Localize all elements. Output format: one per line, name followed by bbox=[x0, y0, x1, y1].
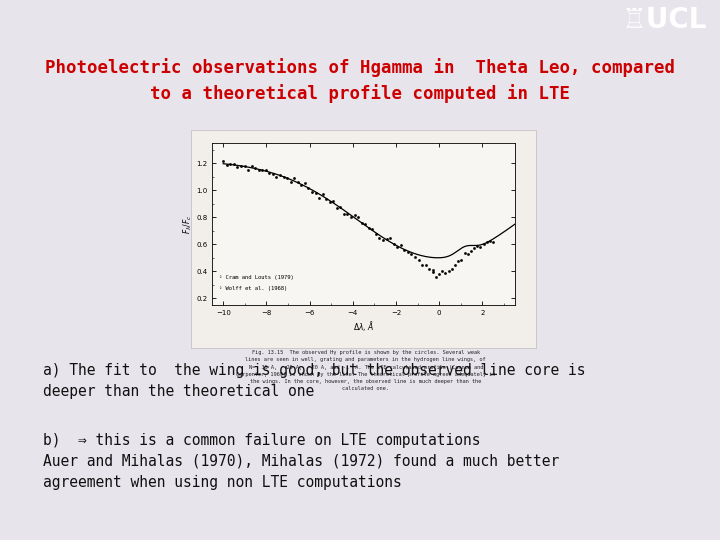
Text: a) The fit to  the wing is good, but the observed line core is
deeper than the t: a) The fit to the wing is good, but the … bbox=[43, 363, 585, 399]
X-axis label: $\Delta\lambda$, $\AA$: $\Delta\lambda$, $\AA$ bbox=[353, 319, 374, 333]
Y-axis label: $F_{\lambda}/F_c$: $F_{\lambda}/F_c$ bbox=[181, 214, 194, 234]
Text: ◦ Cram and Louts (1979): ◦ Cram and Louts (1979) bbox=[219, 275, 294, 280]
Text: Fig. 13.15  The observed Hγ profile is shown by the circles. Several weak
lines : Fig. 13.15 The observed Hγ profile is sh… bbox=[236, 350, 495, 391]
Text: ◦ Wolff et al. (1968): ◦ Wolff et al. (1968) bbox=[219, 286, 287, 291]
FancyBboxPatch shape bbox=[191, 130, 536, 348]
Text: ♖UCL: ♖UCL bbox=[621, 6, 707, 34]
Text: Photoelectric observations of Hgamma in  Theta Leo, compared
to a theoretical pr: Photoelectric observations of Hgamma in … bbox=[45, 58, 675, 103]
Text: b)  ⇒ this is a common failure on LTE computations
Auer and Mihalas (1970), Miha: b) ⇒ this is a common failure on LTE com… bbox=[43, 433, 559, 490]
